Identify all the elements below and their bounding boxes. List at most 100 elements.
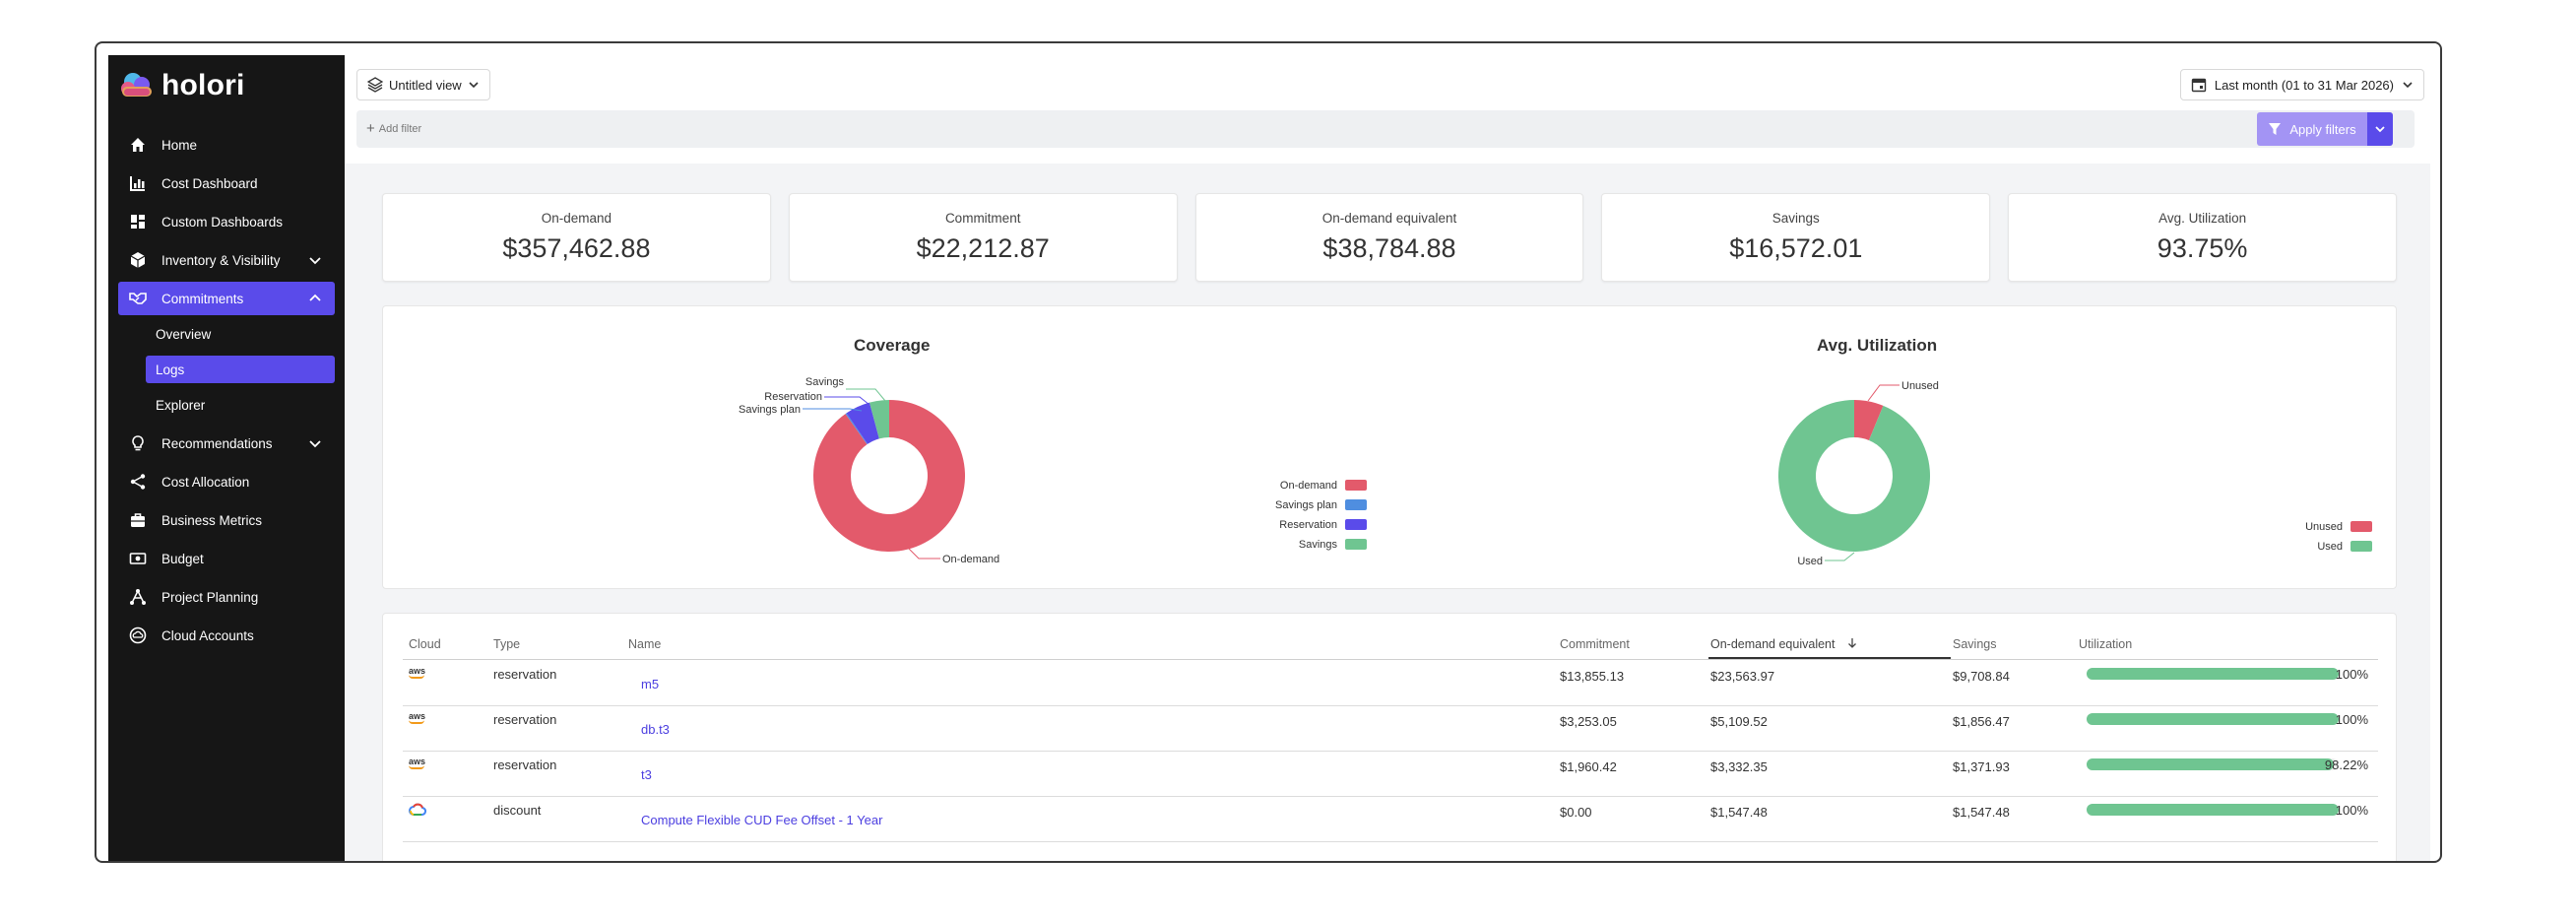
lightbulb-icon	[128, 433, 148, 453]
table-header-divider	[403, 659, 2378, 660]
callout-line-on-demand	[908, 548, 940, 560]
layers-icon	[367, 77, 383, 93]
utilization-bar	[2087, 713, 2339, 725]
cell-name-link[interactable]: t3	[641, 767, 652, 782]
sidebar-item-label: Recommendations	[161, 435, 273, 451]
column-header-label: On-demand equivalent	[1710, 637, 1835, 651]
sidebar-item-label: Home	[161, 137, 198, 153]
legend-swatch-used	[2351, 541, 2372, 552]
sidebar-item-cost-dashboard[interactable]: Cost Dashboard	[108, 166, 345, 200]
sort-descending-icon	[1848, 638, 1856, 648]
handshake-icon	[128, 289, 148, 308]
cell-name-link[interactable]: Compute Flexible CUD Fee Offset - 1 Year	[641, 813, 883, 827]
table-row[interactable]: aws reservation t3 $1,960.42 $3,332.35 $1,371…	[403, 752, 2378, 797]
callout-line-unused	[1867, 384, 1900, 402]
sidebar-subitem-label: Logs	[156, 362, 185, 377]
table-row[interactable]: aws reservation db.t3 $3,253.05 $5,109.52 $1,…	[403, 706, 2378, 752]
cell-type: discount	[493, 803, 542, 818]
kpi-label: On-demand	[541, 211, 612, 226]
logo[interactable]: holori	[118, 69, 245, 102]
date-range-label: Last month (01 to 31 Mar 2026)	[2214, 77, 2394, 93]
kpi-value: $16,572.01	[1729, 233, 1863, 263]
sidebar-item-label: Custom Dashboards	[161, 214, 284, 230]
cell-savings: $1,371.93	[1953, 759, 2010, 774]
sidebar-item-cost-allocation[interactable]: Cost Allocation	[108, 465, 345, 498]
legend-label-unused: Unused	[2305, 521, 2343, 533]
column-header-utilization[interactable]: Utilization	[2079, 637, 2133, 651]
sidebar-subitem-overview[interactable]: Overview	[156, 320, 335, 348]
apply-filters-button[interactable]: Apply filters	[2257, 112, 2367, 146]
apply-filters-dropdown[interactable]	[2367, 112, 2393, 146]
aws-icon: aws	[409, 757, 425, 769]
donut-slice-unused	[1854, 400, 1884, 440]
cell-type: reservation	[493, 712, 557, 727]
sidebar-item-cloud-accounts[interactable]: Cloud Accounts	[108, 619, 345, 652]
sidebar-item-label: Inventory & Visibility	[161, 252, 281, 268]
sidebar-item-inventory-visibility[interactable]: Inventory & Visibility	[108, 243, 345, 277]
add-filter-label: Add filter	[378, 122, 422, 135]
chevron-down-icon[interactable]	[307, 252, 323, 268]
kpi-label: Avg. Utilization	[2158, 211, 2247, 226]
date-range-selector[interactable]: Last month (01 to 31 Mar 2026)	[2179, 69, 2424, 100]
sidebar-item-label: Project Planning	[161, 589, 259, 605]
calendar-icon	[2191, 78, 2207, 93]
app-window: holori Home Cost Dashboard Custom Dashbo…	[95, 41, 2442, 863]
kpi-value: $38,784.88	[1322, 233, 1456, 263]
sidebar-item-project-planning[interactable]: Project Planning	[108, 580, 345, 614]
kpi-card-avg-utilization: Avg. Utilization 93.75%	[2008, 193, 2397, 282]
column-header-name[interactable]: Name	[628, 637, 662, 651]
utilization-bar-fill	[2087, 668, 2339, 680]
briefcase-icon	[128, 510, 148, 530]
kpi-card-savings: Savings $16,572.01	[1601, 193, 1991, 282]
sidebar-item-business-metrics[interactable]: Business Metrics	[108, 503, 345, 537]
kpi-value: $22,212.87	[916, 233, 1050, 263]
callout-line-reservation	[824, 396, 870, 406]
sidebar-item-home[interactable]: Home	[108, 128, 345, 162]
view-selector[interactable]: Untitled view	[356, 69, 490, 100]
sidebar-subitem-label: Overview	[156, 326, 212, 342]
utilization-bar-fill	[2087, 713, 2339, 725]
callout-label-savings: Savings	[805, 376, 845, 388]
column-header-type[interactable]: Type	[493, 637, 521, 651]
cell-commitment: $13,855.13	[1560, 669, 1625, 684]
legend-swatch-savings	[1345, 539, 1367, 550]
holori-logo-icon	[121, 73, 152, 97]
table-row[interactable]: discount Compute Flexible CUD Fee Offset …	[403, 797, 2378, 842]
sidebar-item-custom-dashboards[interactable]: Custom Dashboards	[108, 205, 345, 238]
box-icon	[128, 250, 148, 270]
chevron-down-icon[interactable]	[307, 435, 323, 451]
sidebar-item-commitments[interactable]: Commitments	[118, 282, 335, 315]
sidebar-subitem-label: Explorer	[156, 397, 206, 413]
callout-label-savings-plan: Savings plan	[739, 404, 801, 416]
chevron-down-icon	[2403, 82, 2413, 89]
column-header-cloud[interactable]: Cloud	[409, 637, 441, 651]
sidebar-item-recommendations[interactable]: Recommendations	[108, 427, 345, 460]
column-header-commitment[interactable]: Commitment	[1560, 637, 1630, 651]
view-selector-label: Untitled view	[389, 77, 462, 93]
kpi-card-on-demand-equivalent: On-demand equivalent $38,784.88	[1194, 193, 1584, 282]
cell-name-link[interactable]: db.t3	[641, 722, 670, 737]
sidebar-subitem-logs[interactable]: Logs	[146, 356, 335, 383]
sidebar-subitem-explorer[interactable]: Explorer	[156, 391, 335, 419]
filter-bar: + Add filter Apply filters	[356, 110, 2415, 148]
cell-utilization: 100%	[2335, 803, 2368, 818]
kpi-card-commitment: Commitment $22,212.87	[788, 193, 1178, 282]
column-header-on-demand-equivalent[interactable]: On-demand equivalent	[1708, 629, 1951, 659]
column-header-savings[interactable]: Savings	[1953, 637, 1997, 651]
chevron-up-icon[interactable]	[307, 291, 323, 306]
home-icon	[128, 135, 148, 155]
table-row[interactable]: aws reservation m5 $13,855.13 $23,563.97 $9,7…	[403, 661, 2378, 706]
callout-line-savings	[846, 388, 886, 402]
cell-name-link[interactable]: m5	[641, 677, 660, 692]
cell-on-demand-equivalent: $5,109.52	[1710, 714, 1768, 729]
cell-commitment: $3,253.05	[1560, 714, 1617, 729]
kpi-row: On-demand $357,462.88 Commitment $22,212…	[382, 193, 2397, 282]
utilization-bar	[2087, 668, 2339, 680]
sidebar-item-budget[interactable]: Budget	[108, 542, 345, 575]
top-bar: Untitled view Last month (01 to 31 Mar 2…	[345, 43, 2440, 152]
aws-icon: aws	[409, 712, 425, 724]
kpi-label: Commitment	[944, 211, 1021, 226]
sidebar-item-label: Commitments	[161, 291, 244, 306]
add-filter-button[interactable]: + Add filter	[366, 121, 421, 136]
share-icon	[128, 472, 148, 492]
